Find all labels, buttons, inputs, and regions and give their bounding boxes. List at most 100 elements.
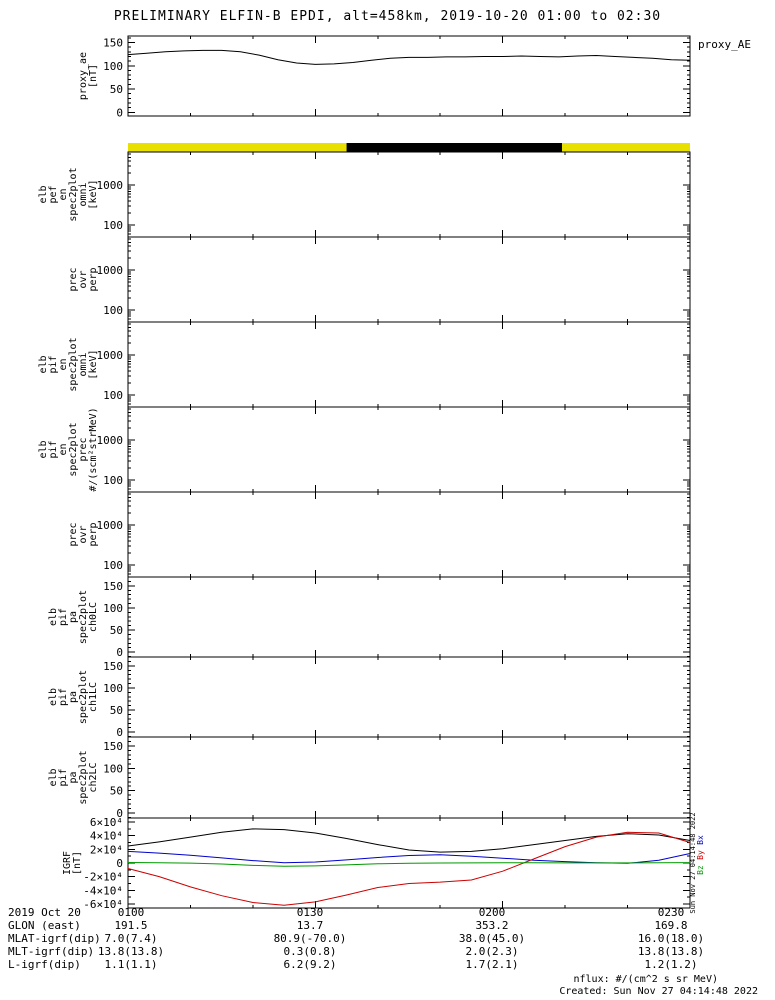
panel-proxy-ae: 0 50 100 150 proxy_ae [nT] proxy_AE (78, 35, 751, 119)
panel-elb-pef-prec-ovr-perp: 100 1000 prec ovr perp (68, 236, 691, 323)
panel-ylabel-line: spec2plot (68, 422, 79, 476)
panel-ylabel-line: omni (78, 182, 89, 206)
ytick-label: 100 (103, 762, 123, 775)
ytick-label: 50 (110, 704, 123, 717)
panel-ylabel-line: elb (38, 185, 49, 203)
ytick-label: 0 (116, 807, 123, 820)
panel-elb-pif-pa-spec2plot-ch0LC: 0 50 100 150 elb pif pa spec2plot ch0LC (48, 576, 691, 659)
panel-ylabel-line: [nT] (72, 851, 83, 875)
panel-ylabel-line: elb (48, 768, 59, 786)
ytick-label: 1000 (97, 519, 124, 532)
ytick-label: 0 (116, 857, 123, 870)
panel-elb-pif-pa-spec2plot-ch2LC: 0 50 100 150 elb pif pa spec2plot ch2LC (48, 736, 691, 820)
axis-table-value: 0230 (657, 906, 685, 919)
panel-ylabel-line: ch0LC (88, 602, 99, 632)
panel-ylabel-line: elb (48, 688, 59, 706)
panel-ylabel-line: elb (48, 608, 59, 626)
ytick-label: 0 (116, 726, 123, 739)
panel-ylabel-line: pa (68, 771, 79, 783)
ytick-label: 150 (103, 740, 123, 753)
panel-sunlight-bar (128, 143, 690, 152)
panel-ylabel-line: [keV] (88, 349, 99, 379)
panel-ylabel-line: spec2plot (78, 750, 89, 804)
panel-elb-pif-en-spec2plot-prec: 100 1000 elb pif en spec2plot prec #/(scm²strMe… (38, 406, 691, 493)
panel-ylabel-line: omni (78, 352, 89, 376)
panel-ylabel-line: perp (88, 522, 99, 546)
axis-table-row-label: MLT-igrf(dip) (8, 945, 95, 958)
panel-ylabel-line: pif (48, 355, 59, 373)
axis-table-row-label: GLON (east) (8, 919, 81, 932)
ytick-label: 100 (103, 304, 123, 317)
panel-ylabel-line: ovr (78, 525, 89, 543)
ytick-label: -6×10⁴ (83, 898, 123, 911)
axis-table-value: 0.3(0.8) (283, 945, 337, 958)
series-Bz (127, 862, 691, 867)
axis-table-value: 353.2 (475, 919, 509, 932)
ytick-label: 50 (110, 83, 123, 96)
ytick-label: -2×10⁴ (83, 871, 123, 884)
axis-table-value: 169.8 (654, 919, 688, 932)
ytick-label: 1000 (97, 349, 124, 362)
ytick-label: 1000 (97, 264, 124, 277)
panel-ylabel-line: pif (58, 688, 69, 706)
axis-table-value: 13.7 (296, 919, 324, 932)
panel-ylabel-line: spec2plot (78, 590, 89, 644)
panel-ylabel-line: prec (68, 267, 79, 291)
ytick-label: 100 (103, 682, 123, 695)
axis-table-row-label: 2019 Oct 20 (8, 906, 81, 919)
ytick-label: 100 (103, 559, 123, 572)
axis-table-value: 6.2(9.2) (283, 958, 337, 971)
ytick-label: 100 (103, 219, 123, 232)
strip-segment (128, 143, 347, 152)
panel-ylabel-line: ch2LC (88, 762, 99, 792)
axis-table-value: 80.9(-70.0) (273, 932, 347, 945)
axis-table-value: 191.5 (114, 919, 148, 932)
panel-ylabel-line: pif (58, 608, 69, 626)
axis-table-value: 0130 (296, 906, 324, 919)
panel-ylabel-line: [keV] (88, 179, 99, 209)
panel-ylabel-line: spec2plot (68, 167, 79, 221)
panel-ylabel-line: IGRF (62, 851, 73, 875)
axis-table-value: 0200 (478, 906, 506, 919)
axis-table-value: 13.8(13.8) (637, 945, 705, 958)
panel-ylabel-line: elb (38, 440, 49, 458)
ytick-label: 0 (116, 106, 123, 119)
ytick-label: 2×10⁴ (90, 843, 123, 856)
series-proxy_AE (127, 49, 691, 65)
ytick-label: 100 (103, 602, 123, 615)
ytick-label: -4×10⁴ (83, 884, 123, 897)
panel-ylabel-line: proxy_ae (78, 52, 89, 100)
panel-ylabel-line: spec2plot (68, 337, 79, 391)
axis-table-value: 38.0(45.0) (458, 932, 526, 945)
ytick-label: 50 (110, 624, 123, 637)
axis-table-value: 1.1(1.1) (104, 958, 158, 971)
axis-table-value: 7.0(7.4) (104, 932, 158, 945)
axis-table-value: 1.7(2.1) (465, 958, 519, 971)
panel-ylabel-line: en (58, 358, 69, 370)
axis-table-value: 2.0(2.3) (465, 945, 519, 958)
ytick-label: 150 (103, 37, 123, 50)
panel-ylabel-line: ovr (78, 270, 89, 288)
ytick-label: 4×10⁴ (90, 830, 123, 843)
panel-ylabel-line: prec (78, 437, 89, 461)
strip-segment (561, 143, 690, 152)
nflux-units-note: nflux: #/(cm^2 s sr MeV) (573, 974, 719, 985)
legend-Bz: Bz (696, 865, 705, 875)
panel-ylabel-line: [nT] (88, 64, 99, 88)
panel-ylabel-line: en (58, 443, 69, 455)
panel-ylabel-line: pa (68, 691, 79, 703)
ytick-label: 1000 (97, 179, 124, 192)
panel-ylabel-line: spec2plot (78, 670, 89, 724)
panel-ylabel-line: pa (68, 611, 79, 623)
panel-elb-pif-en-spec2plot-omni: 100 1000 elb pif en spec2plot omni [keV] (38, 321, 691, 408)
ytick-label: 100 (103, 60, 123, 73)
panel-ylabel-line: elb (38, 355, 49, 373)
series-By (127, 831, 691, 906)
panel-ylabel-line: prec (68, 522, 79, 546)
legend-By: By (696, 850, 705, 860)
axis-table-value: 0100 (117, 906, 145, 919)
ytick-label: 6×10⁴ (90, 816, 123, 829)
